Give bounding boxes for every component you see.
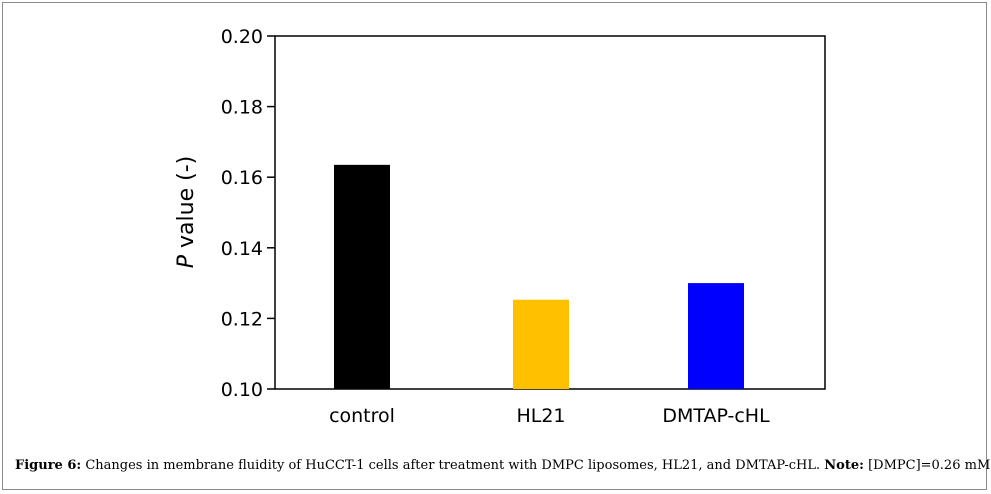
y-axis: 0.20 0.18 0.16 0.14 0.12 0.10 [221,26,275,401]
y-tick-label: 0.14 [221,238,263,260]
y-axis-label: P value (-) [174,156,199,268]
bar-control [334,164,390,389]
caption-text: Changes in membrane fluidity of HuCCT-1 … [81,458,825,473]
note-label: Note: [824,458,864,473]
x-axis: control HL21 DMTAP-cHL [329,405,770,427]
y-tick-label: 0.16 [221,167,263,189]
y-tick-label: 0.18 [221,97,263,119]
y-tick-label: 0.10 [221,379,263,401]
x-category-label: HL21 [516,405,565,427]
x-category-label: DMTAP-cHL [662,405,770,427]
x-category-label: control [329,405,395,427]
figure-caption: Figure 6: Changes in membrane fluidity o… [15,458,991,473]
note-text: [DMPC]=0.26 mM. [863,458,991,473]
bars [334,164,744,389]
y-tick-label: 0.20 [221,26,263,48]
bar-dmtap-chl [688,283,744,389]
y-tick-label: 0.12 [221,308,263,330]
bar-hl21 [513,299,569,389]
figure-label: Figure 6: [15,458,82,473]
